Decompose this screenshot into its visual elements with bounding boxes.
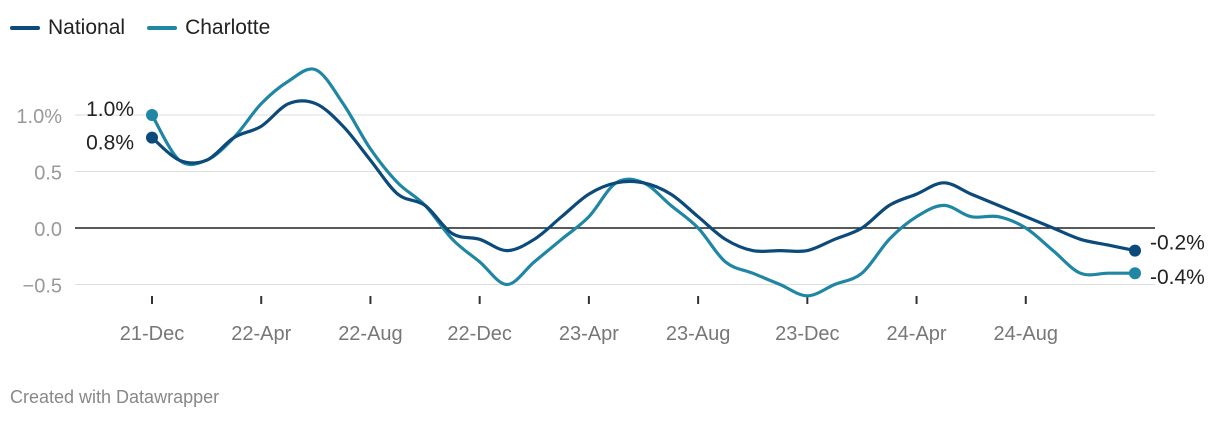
x-tick-label: 24-Apr [887,323,947,345]
legend-item-charlotte: Charlotte [147,16,270,40]
end-label-national: -0.2% [1150,232,1205,255]
x-tick-label: 21-Dec [120,323,184,345]
x-tick-label: 22-Aug [338,323,403,345]
legend-item-national: National [10,16,125,40]
x-tick-label: 23-Dec [775,323,839,345]
y-tick-label: 0.5 [34,163,62,185]
legend-label-national: National [48,16,126,39]
end-point-national [1129,244,1141,257]
legend: National Charlotte [10,16,270,40]
datawrapper-credit: Created with Datawrapper [10,387,220,407]
x-tick-label: 24-Aug [994,323,1059,345]
y-tick-label: 1.0% [16,106,62,128]
x-tick-label: 22-Apr [231,323,291,345]
start-point-charlotte [146,109,158,121]
x-tick-label: 23-Aug [666,323,731,345]
start-label-charlotte: 1.0% [86,98,134,121]
legend-label-charlotte: Charlotte [185,16,271,39]
y-tick-label: 0.0 [34,219,62,241]
y-tick-label: −0.5 [23,276,62,298]
start-label-national: 0.8% [86,132,134,155]
x-tick-label: 22-Dec [447,323,511,345]
legend-swatch-national [10,26,40,30]
start-point-national [146,131,158,144]
end-point-charlotte [1129,267,1141,280]
legend-swatch-charlotte [147,26,178,30]
end-label-charlotte: -0.4% [1150,266,1205,289]
series-line-national [150,99,1137,254]
x-tick-label: 23-Apr [559,323,619,345]
